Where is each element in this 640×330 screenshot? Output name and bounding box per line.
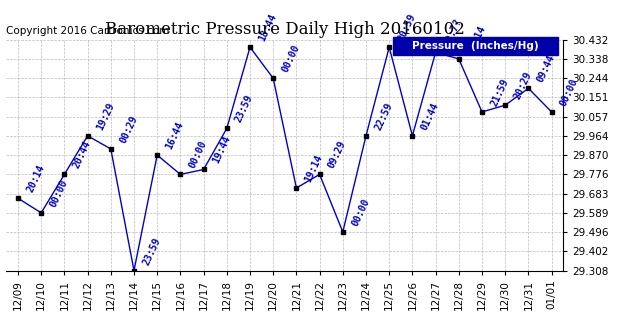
Text: 00:00: 00:00 (188, 139, 209, 170)
Text: 00:00: 00:00 (280, 43, 301, 74)
Text: Copyright 2016 Cartronics.com: Copyright 2016 Cartronics.com (6, 26, 170, 36)
Text: 16:44: 16:44 (164, 120, 186, 151)
Text: 21:59: 21:59 (489, 77, 511, 108)
Text: 00:00: 00:00 (559, 77, 580, 108)
Text: 00:00: 00:00 (349, 197, 371, 228)
Text: 01:44: 01:44 (419, 101, 441, 132)
Text: 20:14: 20:14 (25, 163, 47, 194)
Title: Barometric Pressure Daily High 20160102: Barometric Pressure Daily High 20160102 (105, 21, 465, 38)
Text: 19:44: 19:44 (211, 134, 232, 165)
Text: 20:44: 20:44 (71, 139, 93, 170)
Text: 23:59: 23:59 (141, 236, 163, 266)
Text: 22:59: 22:59 (373, 101, 394, 132)
Text: 23:59: 23:59 (234, 93, 255, 124)
Text: 00:29: 00:29 (118, 114, 140, 145)
Text: 20:59: 20:59 (396, 12, 418, 43)
FancyBboxPatch shape (394, 37, 557, 54)
Text: 09:44: 09:44 (535, 53, 557, 84)
Text: 19:29: 19:29 (95, 101, 116, 132)
Text: 20:29: 20:29 (512, 70, 534, 101)
Text: 09:29: 09:29 (326, 139, 348, 170)
Text: Pressure  (Inches/Hg): Pressure (Inches/Hg) (412, 41, 539, 51)
Text: 02:14: 02:14 (466, 24, 487, 55)
Text: 20:7?: 20:7? (442, 17, 464, 48)
Text: 19:14: 19:14 (303, 153, 325, 184)
Text: 00:00: 00:00 (48, 178, 70, 209)
Text: 18:44: 18:44 (257, 12, 278, 43)
